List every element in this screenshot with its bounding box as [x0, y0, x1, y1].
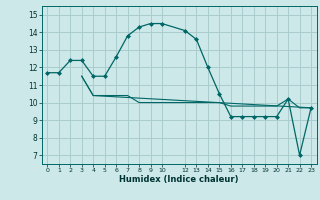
X-axis label: Humidex (Indice chaleur): Humidex (Indice chaleur): [119, 175, 239, 184]
